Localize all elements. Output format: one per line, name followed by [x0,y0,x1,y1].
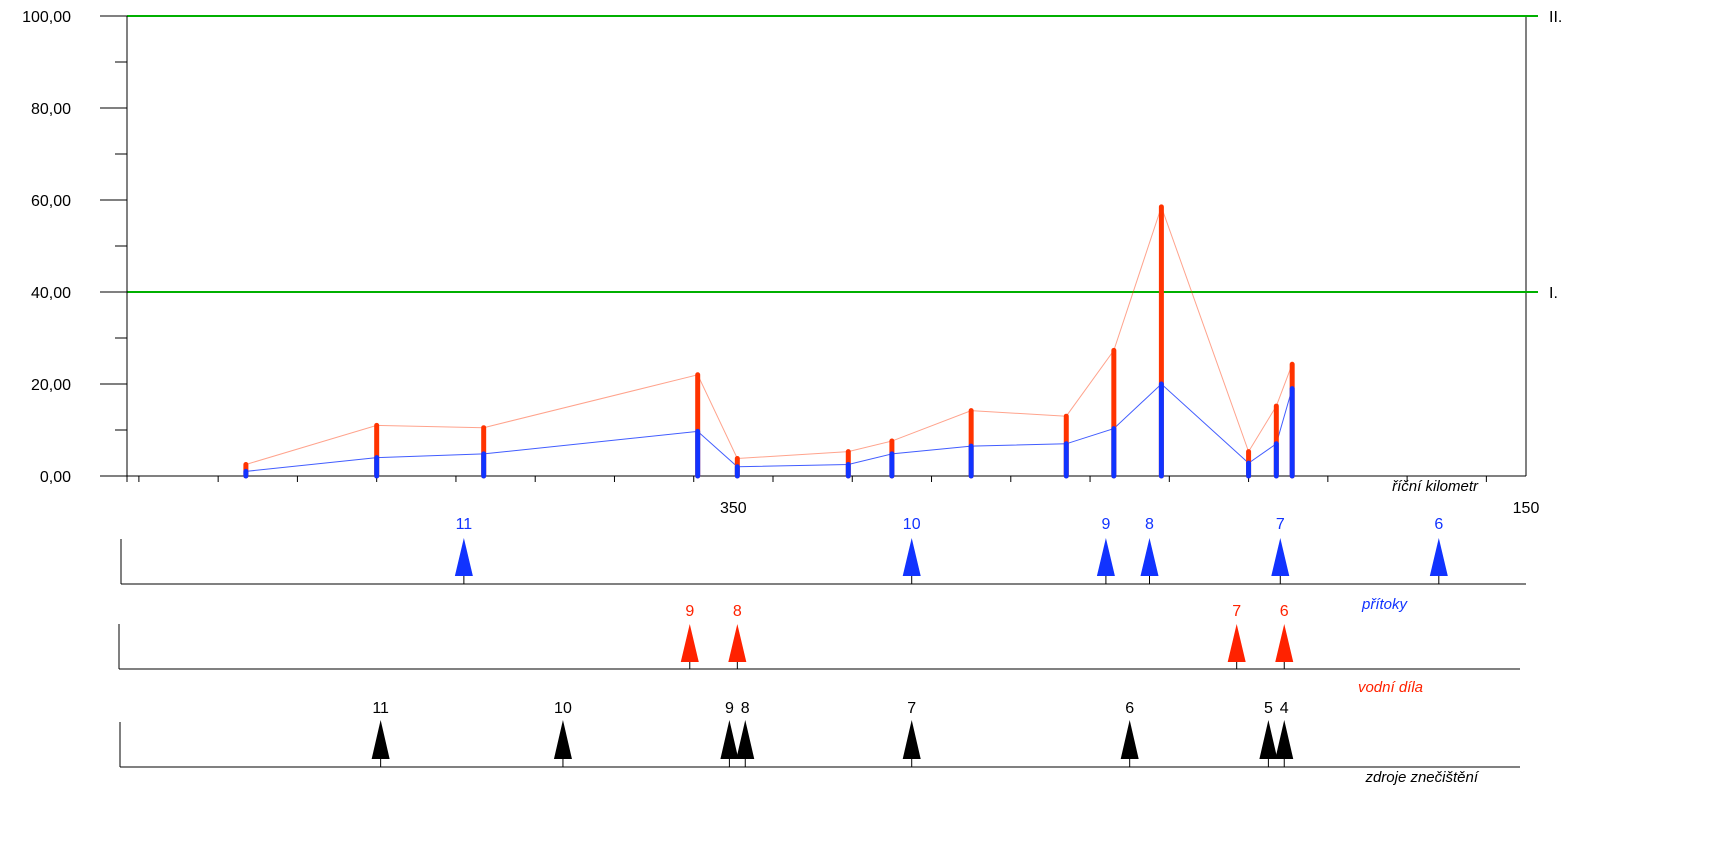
marker-row: 9 8 7 6 vodní díla [118,603,1520,696]
marker-label: 7 [1276,516,1285,533]
marker-row-title: vodní díla [1358,679,1423,696]
marker-label: 7 [907,700,916,717]
marker-label: 10 [554,700,572,717]
marker-triangle [902,720,921,759]
marker-row-title: zdroje znečištění [1364,769,1479,786]
marker-label: 11 [372,700,389,717]
marker-triangle [454,538,473,576]
marker-triangle [720,720,739,759]
marker-row: 11 10 9 8 7 6 přítoky [120,516,1526,613]
marker-label: 8 [1145,516,1154,533]
data-series [243,204,1295,479]
marker-label: 4 [1280,700,1289,717]
marker-label: 8 [733,603,742,620]
threshold-label: I. [1549,285,1558,302]
marker-triangle [1271,538,1290,576]
marker-label: 6 [1280,603,1289,620]
y-tick-label: 20,00 [31,377,71,394]
marker-triangle [728,624,747,662]
threshold-lines: I. II. [127,9,1562,302]
marker-triangle [1120,720,1139,759]
marker-triangle [1275,720,1294,759]
marker-triangle [1096,538,1115,576]
marker-triangle [680,624,699,662]
marker-label: 9 [1101,516,1110,533]
marker-triangle [1140,538,1159,576]
marker-triangle [1227,624,1246,662]
series-line [245,383,1293,472]
marker-label: 5 [1264,700,1273,717]
marker-row-title: přítoky [1361,596,1409,613]
x-axis: 350 150 [126,475,1540,517]
marker-label: 7 [1232,603,1241,620]
y-axis: 0,00 20,00 40,00 60,00 80,00 100,00 [22,9,128,486]
marker-triangle [902,538,921,576]
marker-triangle [371,720,390,759]
marker-triangle [1259,720,1278,759]
y-tick-label: 40,00 [31,285,71,302]
marker-triangle [553,720,572,759]
marker-triangle [1275,624,1294,662]
marker-label: 9 [685,603,694,620]
x-axis-title: říční kilometr [1392,478,1479,495]
y-tick-label: 60,00 [31,193,71,210]
y-tick-label: 0,00 [40,469,71,486]
marker-label: 11 [456,516,473,533]
marker-label: 10 [903,516,921,533]
y-tick-label: 80,00 [31,101,71,118]
marker-label: 6 [1434,516,1443,533]
series-line [245,205,1293,465]
y-tick-label: 100,00 [22,9,71,26]
marker-label: 6 [1125,700,1134,717]
marker-triangle [1429,538,1448,576]
x-tick-label: 150 [1513,500,1540,517]
marker-triangle [736,720,755,759]
marker-label: 8 [741,700,750,717]
threshold-label: II. [1549,9,1562,26]
marker-label: 9 [725,700,734,717]
x-tick-label: 350 [720,500,747,517]
